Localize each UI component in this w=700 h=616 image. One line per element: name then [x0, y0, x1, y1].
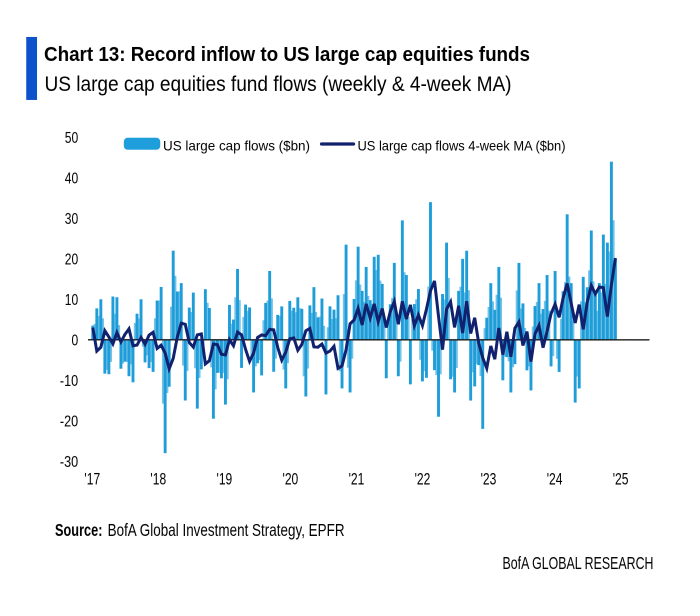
svg-text:'22: '22 — [415, 470, 431, 488]
svg-text:30: 30 — [65, 211, 78, 228]
svg-text:US large cap flows 4-week MA (: US large cap flows 4-week MA ($bn) — [358, 138, 566, 154]
svg-text:0: 0 — [71, 333, 78, 350]
svg-text:20: 20 — [65, 252, 78, 269]
svg-text:'21: '21 — [349, 470, 365, 488]
svg-text:'17: '17 — [84, 470, 100, 488]
svg-text:40: 40 — [65, 171, 78, 188]
svg-text:BofA GLOBAL RESEARCH: BofA GLOBAL RESEARCH — [502, 553, 653, 573]
svg-text:10: 10 — [65, 292, 78, 309]
svg-text:-10: -10 — [60, 373, 78, 390]
svg-text:'25: '25 — [613, 470, 629, 488]
svg-text:Source:: Source: — [55, 520, 103, 540]
svg-text:'19: '19 — [216, 470, 232, 488]
svg-text:'20: '20 — [282, 470, 298, 488]
svg-text:US large cap flows ($bn): US large cap flows ($bn) — [163, 137, 310, 153]
svg-text:'23: '23 — [481, 470, 497, 488]
svg-text:-20: -20 — [60, 413, 78, 430]
svg-text:BofA Global Investment Strateg: BofA Global Investment Strategy, EPFR — [108, 520, 345, 540]
svg-text:Chart 13: Record inflow to US: Chart 13: Record inflow to US large cap … — [44, 44, 530, 66]
svg-text:50: 50 — [65, 130, 78, 147]
svg-text:US large cap equities fund flo: US large cap equities fund flows (weekly… — [45, 73, 512, 96]
svg-text:'24: '24 — [547, 470, 563, 488]
svg-text:'18: '18 — [150, 470, 166, 488]
svg-text:-30: -30 — [60, 454, 78, 471]
